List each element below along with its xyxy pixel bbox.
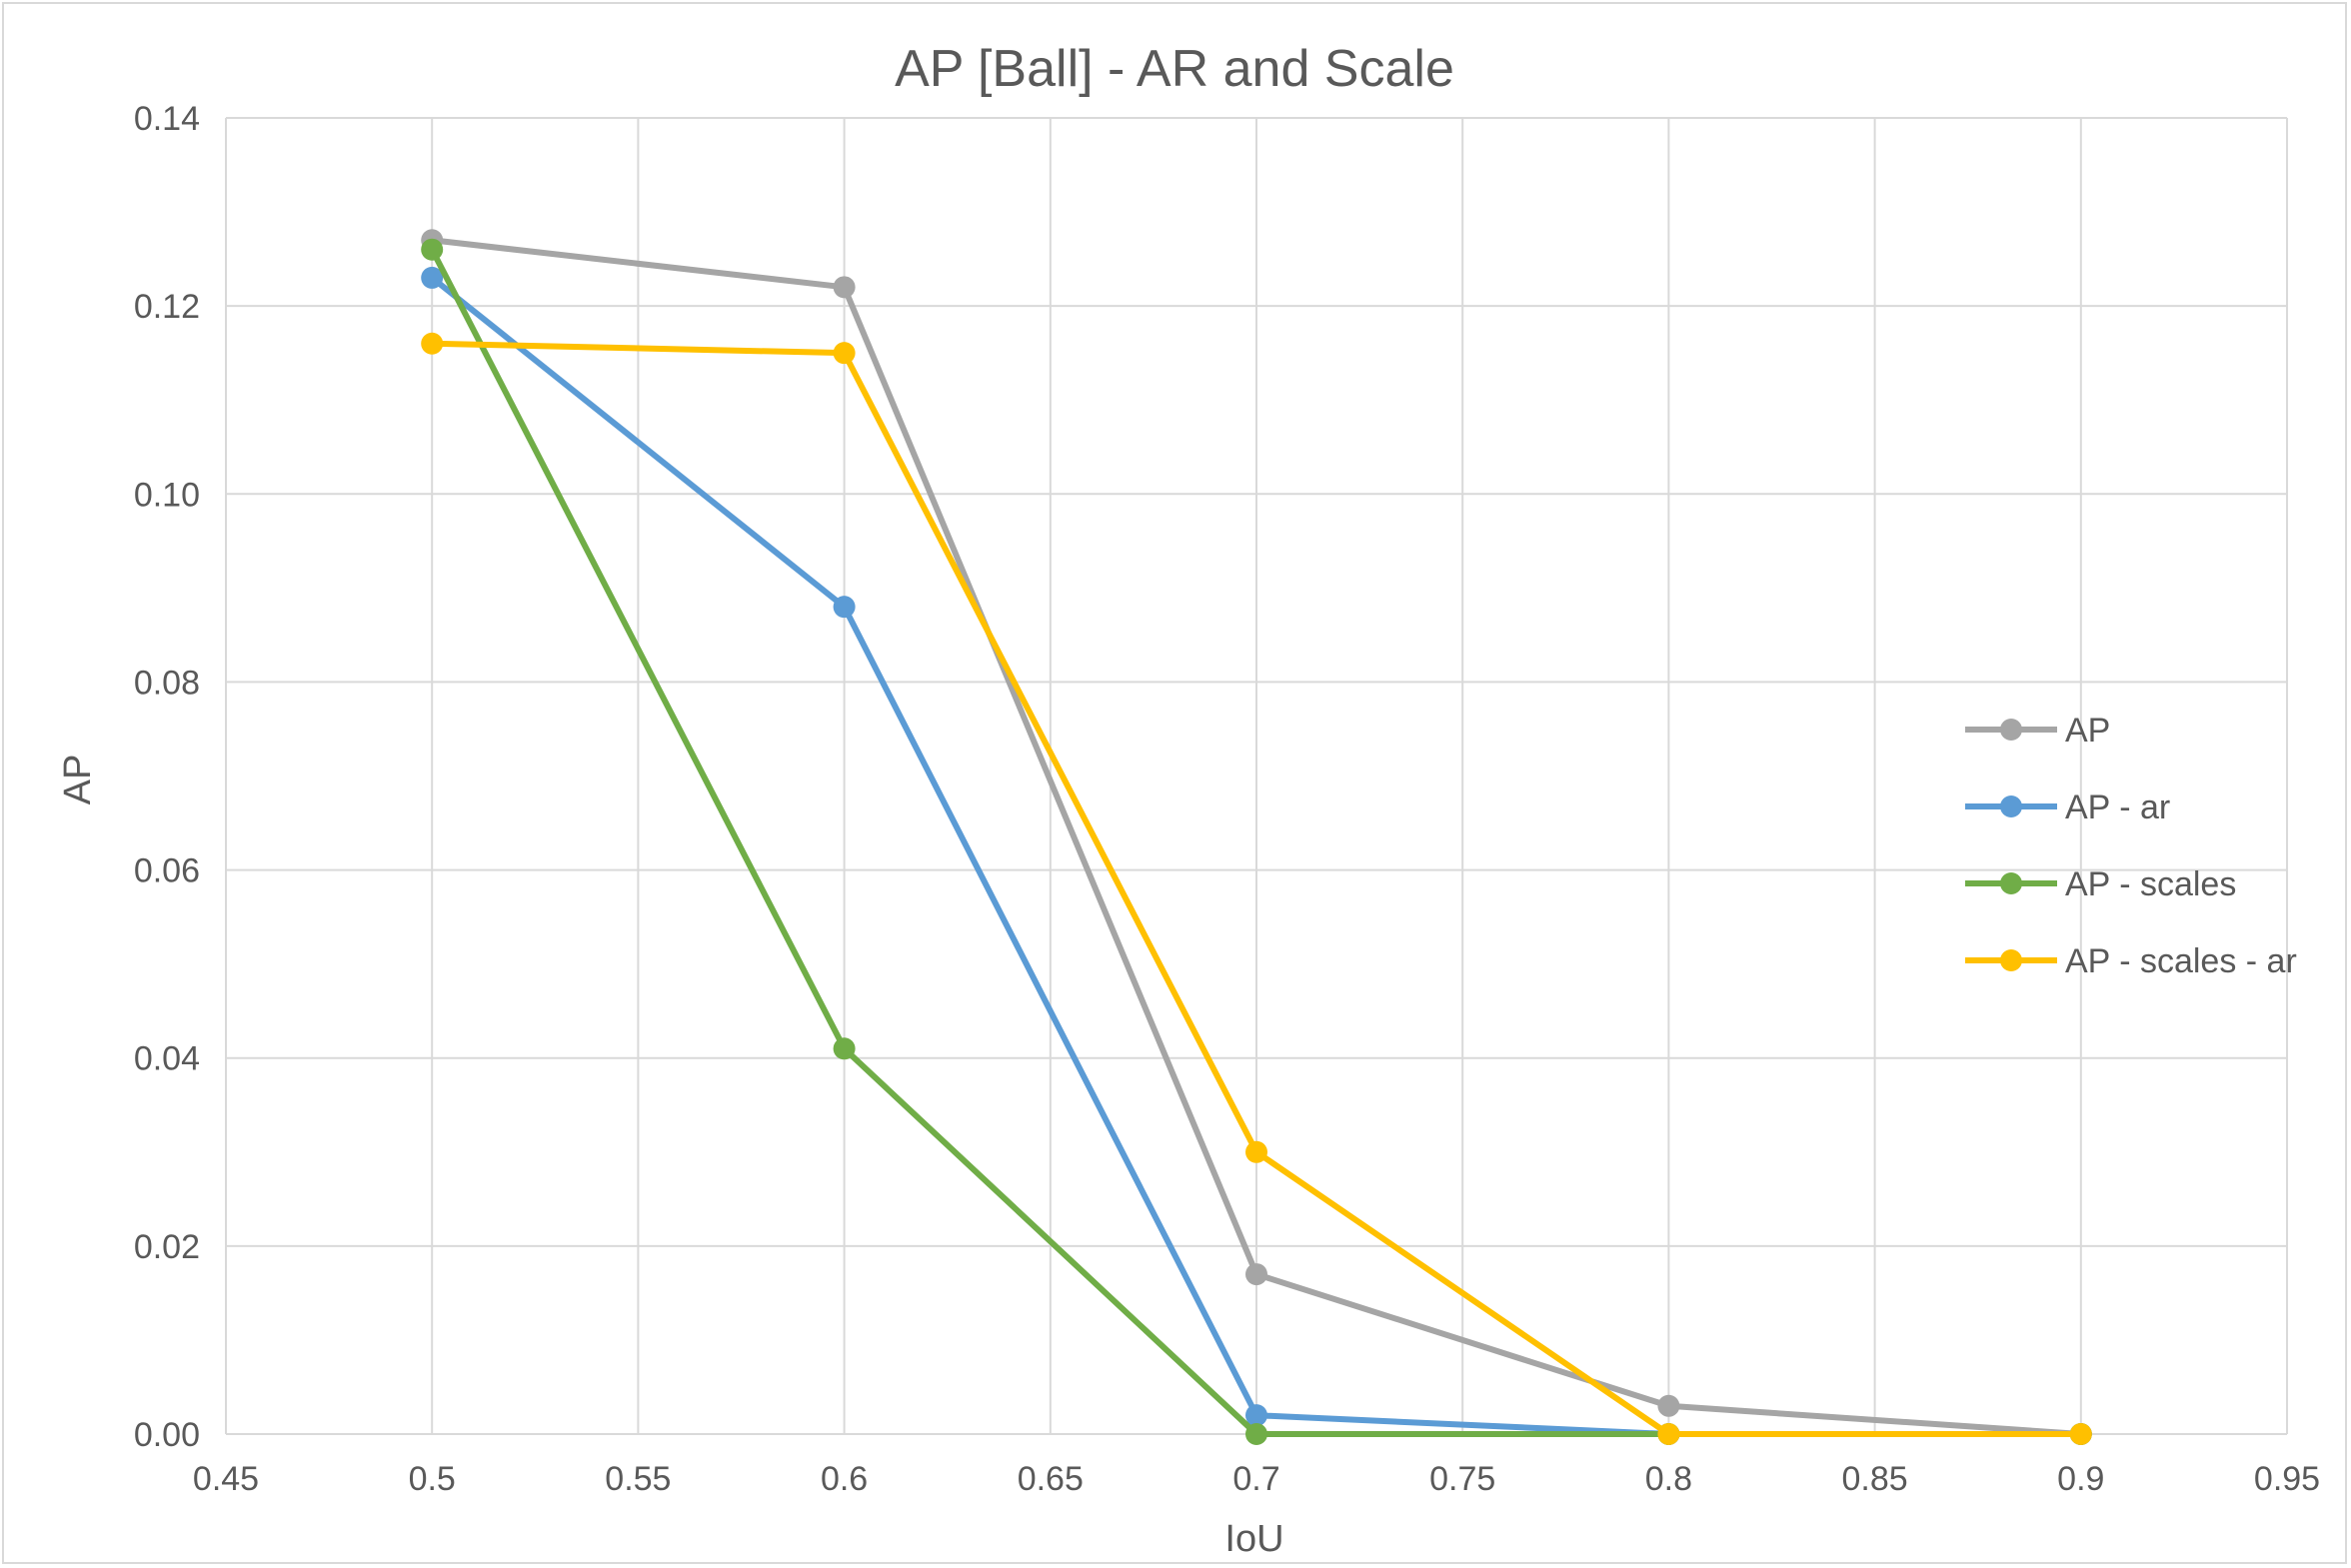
legend-item-1: AP - ar [1965, 788, 2170, 826]
legend-label-3: AP - scales - ar [2065, 942, 2297, 980]
y-tick-label-4: 0.08 [134, 664, 200, 702]
data-point-3-1 [833, 342, 856, 365]
x-tick-label-0: 0.45 [193, 1460, 259, 1498]
y-tick-label-0: 0.00 [134, 1416, 200, 1454]
data-point-1-2 [1245, 1404, 1267, 1427]
legend-item-0: AP [1965, 712, 2110, 750]
x-tick-label-7: 0.8 [1645, 1460, 1692, 1498]
data-point-1-0 [421, 266, 444, 289]
data-point-0-3 [1657, 1394, 1680, 1417]
y-tick-label-7: 0.14 [134, 100, 200, 138]
data-point-2-0 [421, 238, 444, 261]
data-point-1-1 [833, 596, 856, 619]
chart-svg: AP [Ball] - AR and Scale 0.45 0.5 0.55 0.6 0… [57, 40, 2320, 1560]
legend-item-3: AP - scales - ar [1965, 942, 2297, 980]
legend-swatch-marker-1 [2000, 795, 2022, 817]
data-point-3-0 [421, 332, 444, 355]
data-point-3-4 [2069, 1423, 2092, 1445]
y-tick-label-1: 0.02 [134, 1228, 200, 1266]
series-3 [421, 332, 2092, 1445]
y-tick-label-6: 0.12 [134, 288, 200, 326]
data-point-0-1 [833, 276, 856, 299]
legend-swatch-marker-2 [2000, 872, 2022, 894]
legend-swatch-marker-3 [2000, 949, 2022, 971]
data-point-3-3 [1657, 1423, 1680, 1445]
x-tick-label-1: 0.5 [409, 1460, 456, 1498]
series-layer [421, 229, 2092, 1445]
x-tick-label-3: 0.6 [821, 1460, 868, 1498]
tick-labels: 0.45 0.5 0.55 0.6 0.65 0.7 0.75 0.8 0.85 0.9 0.95 0… [134, 100, 2320, 1498]
y-tick-label-3: 0.06 [134, 852, 200, 890]
data-point-2-2 [1245, 1423, 1267, 1445]
x-tick-label-5: 0.7 [1232, 1460, 1279, 1498]
x-tick-label-10: 0.95 [2254, 1460, 2320, 1498]
x-tick-label-4: 0.65 [1018, 1460, 1084, 1498]
x-tick-label-9: 0.9 [2057, 1460, 2104, 1498]
x-tick-label-8: 0.85 [1842, 1460, 1908, 1498]
legend-label-0: AP [2065, 712, 2110, 750]
legend: AP AP - ar AP - scales AP - scales - ar [1965, 712, 2297, 980]
legend-item-2: AP - scales [1965, 865, 2236, 903]
x-tick-label-6: 0.75 [1429, 1460, 1495, 1498]
y-tick-label-5: 0.10 [134, 476, 200, 514]
y-tick-label-2: 0.04 [134, 1040, 200, 1078]
chart-title: AP [Ball] - AR and Scale [895, 40, 1454, 98]
legend-label-1: AP - ar [2065, 788, 2170, 826]
y-axis-title: AP [57, 755, 99, 805]
x-tick-label-2: 0.55 [605, 1460, 671, 1498]
data-point-2-1 [833, 1037, 856, 1060]
data-point-0-2 [1245, 1263, 1267, 1286]
x-axis-title: IoU [1224, 1518, 1283, 1560]
legend-label-2: AP - scales [2065, 865, 2236, 903]
data-point-3-2 [1245, 1140, 1267, 1163]
legend-swatch-marker-0 [2000, 719, 2022, 741]
grid [225, 117, 2288, 1435]
